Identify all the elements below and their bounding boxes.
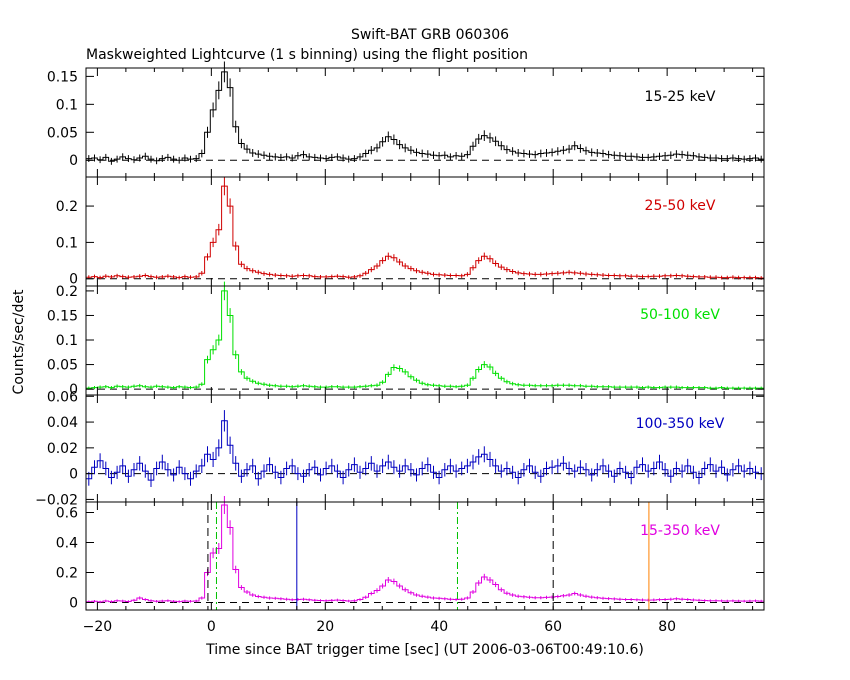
y-tick-label: 0 bbox=[69, 596, 78, 612]
panel-5: 0 0.2 0.4 0.6 15-350 keV bbox=[56, 496, 765, 612]
figure-subtitle: Maskweighted Lightcurve (1 s binning) us… bbox=[86, 47, 528, 63]
y-tick-label: 0.05 bbox=[47, 125, 78, 141]
y-tick-label: 0.02 bbox=[47, 441, 78, 457]
y-tick-label: 0.1 bbox=[56, 333, 78, 349]
y-tick-label: 0 bbox=[69, 467, 78, 483]
x-tick-label: −20 bbox=[83, 619, 113, 635]
y-tick-label: 0.1 bbox=[56, 97, 78, 113]
panel-4: −0.02 0 0.02 0.04 0.06 100-350 keV bbox=[35, 389, 765, 508]
panel-frame bbox=[85, 501, 765, 611]
figure-title: Swift-BAT GRB 060306 bbox=[351, 27, 509, 43]
panel-frame bbox=[85, 176, 765, 287]
y-tick-label: 0.2 bbox=[56, 284, 78, 300]
y-tick-label: 0.1 bbox=[56, 235, 78, 251]
y-tick-label: 0.15 bbox=[47, 308, 78, 324]
panel-3: 0 0.05 0.1 0.15 0.2 50-100 keV bbox=[47, 281, 765, 398]
y-tick-label: 0.6 bbox=[56, 506, 78, 522]
panel-frame bbox=[85, 285, 765, 396]
y-tick-label: 0 bbox=[69, 382, 78, 398]
x-tick-label: 40 bbox=[430, 619, 448, 635]
band-label: 100-350 keV bbox=[636, 416, 725, 432]
lightcurve-step-line bbox=[86, 71, 764, 162]
x-tick-label: 60 bbox=[544, 619, 562, 635]
lightcurve-step-line bbox=[86, 420, 764, 481]
y-tick-label: 0.4 bbox=[56, 536, 78, 552]
lightcurve-step-line bbox=[86, 290, 764, 389]
lightcurve-step-line bbox=[86, 504, 764, 603]
y-tick-label: −0.02 bbox=[35, 492, 78, 508]
panel-1: 0 0.05 0.1 0.15 15-25 keV bbox=[47, 61, 765, 178]
lightcurve-step-line bbox=[86, 185, 764, 279]
x-tick-label: 20 bbox=[316, 619, 334, 635]
y-axis-label: Counts/sec/det bbox=[11, 289, 27, 394]
band-label: 15-350 keV bbox=[640, 523, 720, 539]
band-label: 25-50 keV bbox=[645, 198, 716, 214]
y-tick-label: 0.05 bbox=[47, 358, 78, 374]
y-tick-label: 0.06 bbox=[47, 389, 78, 405]
band-label: 50-100 keV bbox=[640, 307, 720, 323]
y-tick-label: 0.2 bbox=[56, 199, 78, 215]
x-tick-label: 0 bbox=[207, 619, 216, 635]
x-tick-label: 80 bbox=[658, 619, 676, 635]
panel-frame bbox=[85, 394, 765, 503]
band-label: 15-25 keV bbox=[645, 89, 716, 105]
y-tick-label: 0.2 bbox=[56, 566, 78, 582]
x-axis-label: Time since BAT trigger time [sec] (UT 20… bbox=[205, 642, 644, 658]
y-tick-label: 0.04 bbox=[47, 415, 78, 431]
y-tick-label: 0 bbox=[69, 153, 78, 169]
panel-2: 0 0.1 0.2 25-50 keV bbox=[56, 176, 765, 288]
y-tick-label: 0.15 bbox=[47, 69, 78, 85]
y-tick-label: 0 bbox=[69, 272, 78, 288]
